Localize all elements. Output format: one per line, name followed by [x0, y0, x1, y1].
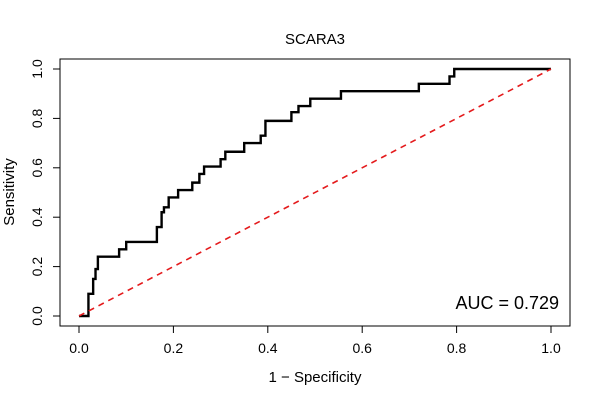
y-tick-label: 1.0 [29, 59, 45, 79]
chart-title: SCARA3 [285, 31, 345, 48]
x-tick-label: 1.0 [541, 340, 561, 356]
y-tick-label: 0.8 [29, 108, 45, 128]
y-tick-label: 0.0 [29, 306, 45, 326]
x-tick-label: 0.8 [447, 340, 467, 356]
x-tick-label: 0.4 [258, 340, 278, 356]
y-axis: 0.0 0.2 0.4 0.6 0.8 1.0 [29, 59, 61, 326]
y-tick-label: 0.6 [29, 158, 45, 178]
x-tick-label: 0.0 [69, 340, 89, 356]
roc-curve-line [79, 67, 551, 318]
x-axis: 0.0 0.2 0.4 0.6 0.8 1.0 [69, 325, 561, 356]
auc-annotation: AUC = 0.729 [455, 293, 559, 313]
reference-diagonal-line [78, 68, 552, 317]
y-tick-label: 0.2 [29, 257, 45, 277]
x-axis-label: 1 − Specificity [269, 369, 362, 386]
series-layer [78, 67, 552, 318]
x-tick-label: 0.6 [352, 340, 372, 356]
y-tick-label: 0.4 [29, 207, 45, 227]
y-axis-label: Sensitivity [1, 158, 18, 226]
x-tick-label: 0.2 [164, 340, 184, 356]
